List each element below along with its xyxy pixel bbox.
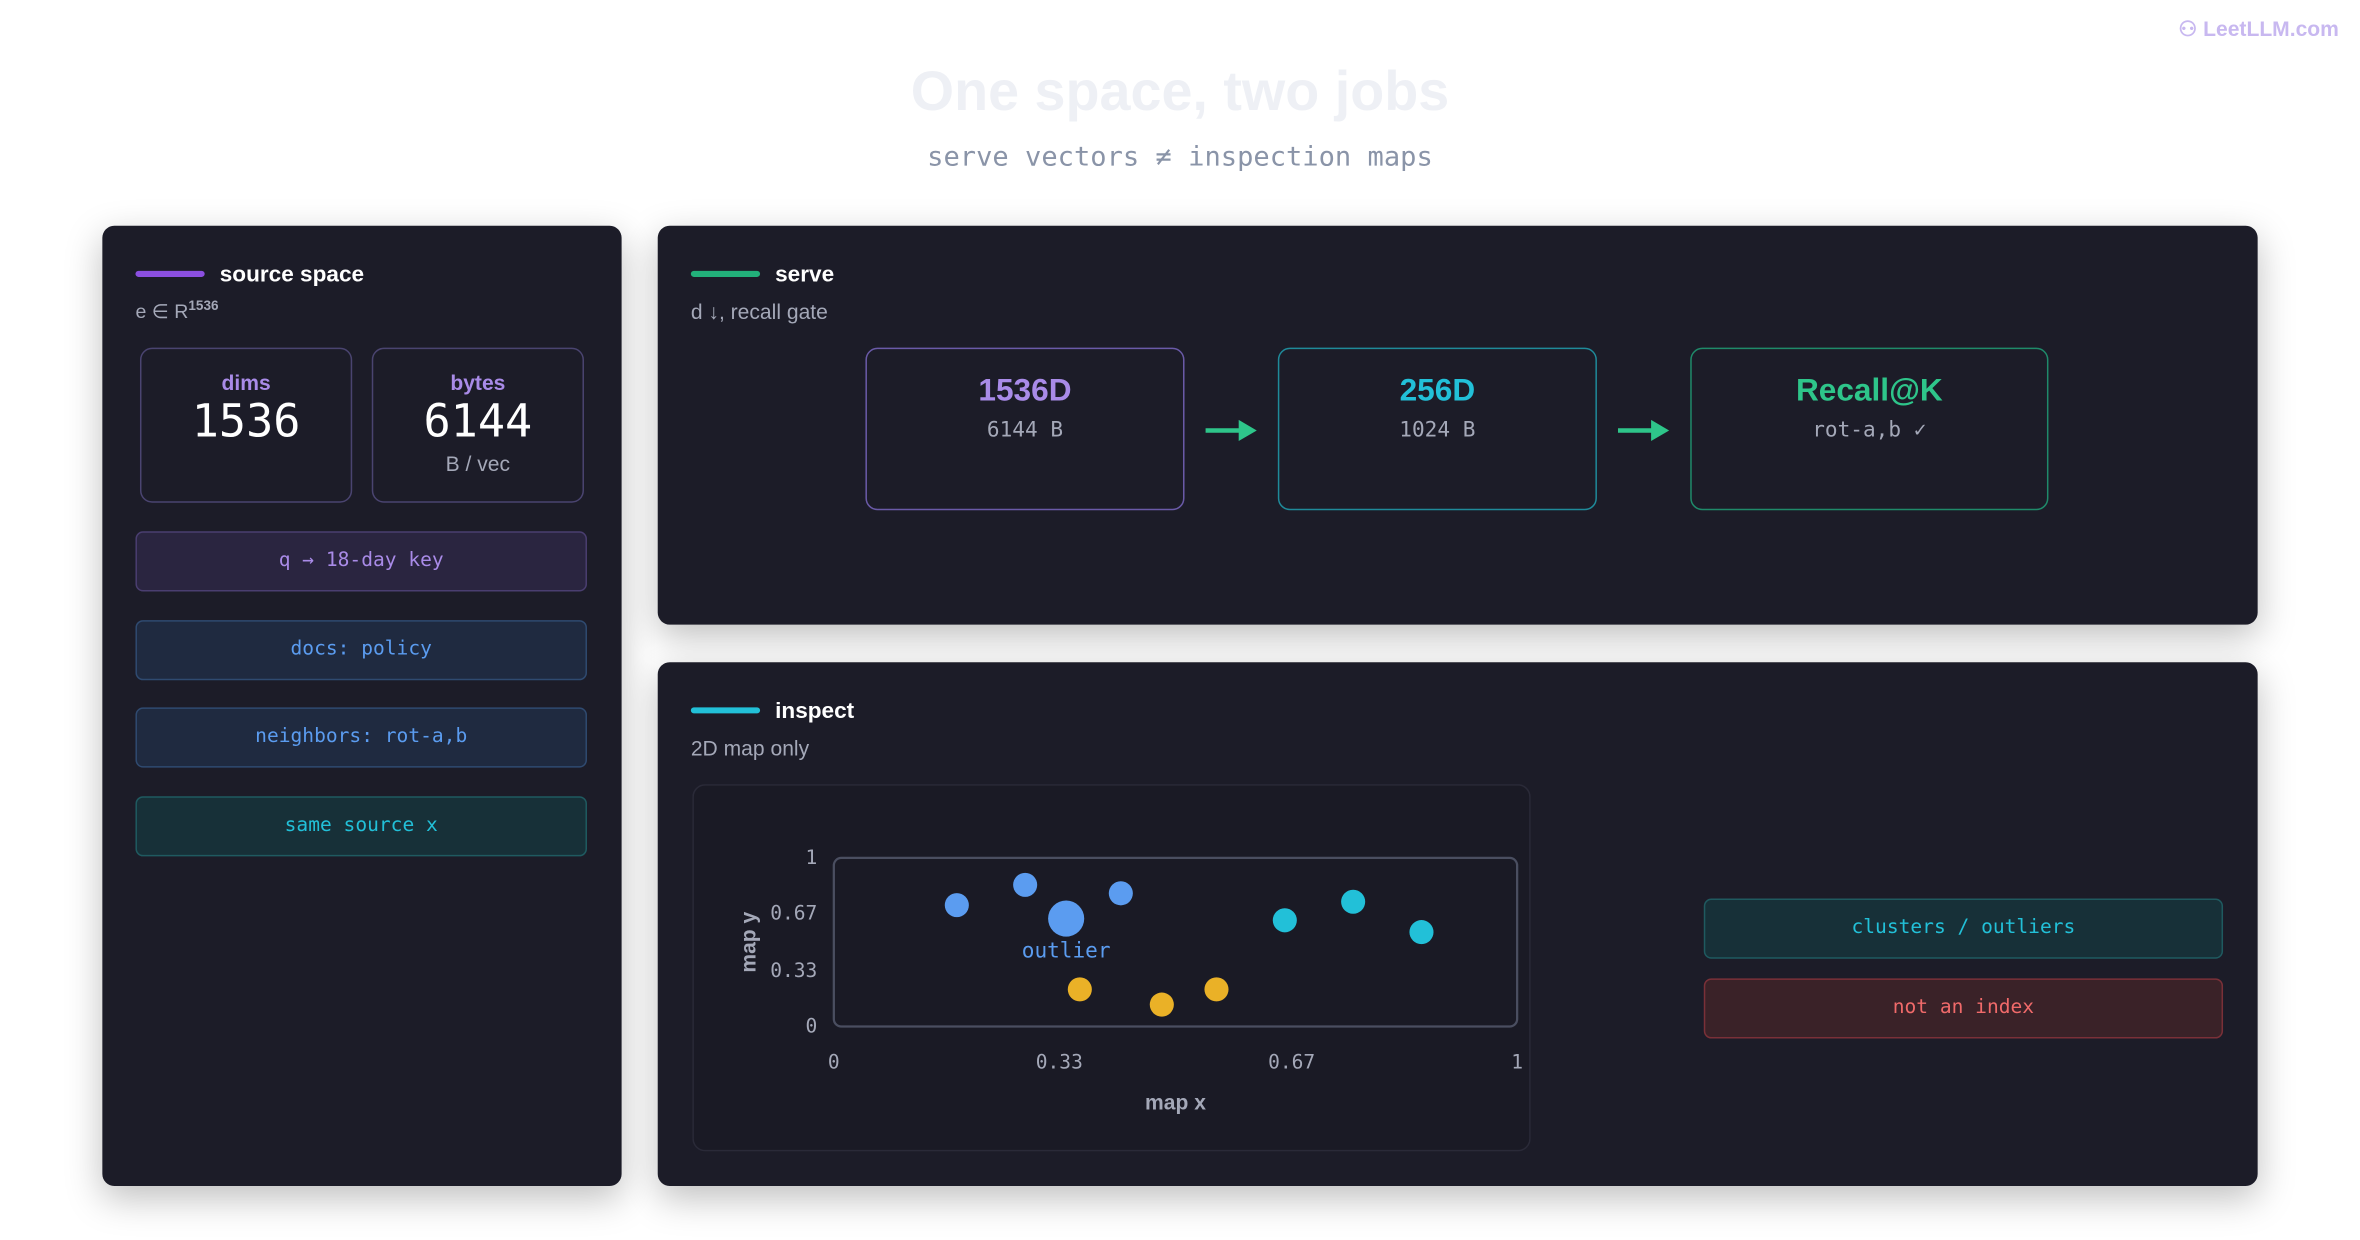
x-tick-label: 0	[828, 1051, 840, 1074]
formula-sup: 1536	[188, 298, 219, 314]
scatter-chart: map x map y 0 0.33 0.67 1 0 0.33 0.67 1 outlier	[692, 784, 1531, 1152]
tag: docs: policy	[135, 620, 587, 681]
point	[1013, 872, 1038, 897]
y-tick-label: 0	[805, 1014, 817, 1037]
brand: ⚇ LeetLLM.com	[2178, 16, 2339, 41]
tag: same source x	[135, 796, 587, 857]
x-tick-label: 0.33	[1036, 1051, 1083, 1074]
tag: not an index	[1703, 978, 2224, 1039]
stat-card: dims 1536	[139, 347, 353, 503]
box-title: Recall@K	[1795, 373, 1943, 408]
title: One space, two jobs	[910, 60, 1450, 122]
y-axis-label: map y	[738, 911, 761, 972]
plot-frame	[832, 856, 1519, 1028]
box-detail: 1024 B	[1399, 418, 1476, 443]
point	[1048, 900, 1085, 937]
brand-text: LeetLLM.com	[2203, 16, 2339, 41]
point	[1204, 977, 1229, 1002]
tag: clusters / outliers	[1703, 898, 2224, 959]
stat-unit: B / vec	[445, 451, 511, 476]
point	[1149, 992, 1174, 1017]
stage-box: Recall@K rot-a,b ✓	[1690, 347, 2049, 511]
point	[1067, 977, 1092, 1002]
stage-box: 1536D 6144 B	[865, 347, 1185, 511]
panel-subtitle: 2D map only	[690, 735, 810, 761]
panel-title: inspect	[775, 698, 855, 724]
inspect-panel: inspect 2D map only map x map y 0 0.33 0.6…	[657, 662, 2258, 1187]
arrow	[1617, 419, 1670, 441]
point	[1272, 908, 1297, 933]
box-detail: 6144 B	[986, 418, 1064, 443]
y-tick-label: 1	[805, 846, 817, 869]
panel-subtitle: d ↓, recall gate	[690, 299, 828, 324]
x-tick-label: 1	[1511, 1051, 1523, 1074]
accent-bar	[135, 270, 205, 277]
accent-bar	[690, 270, 761, 277]
point-label: outlier	[1022, 938, 1111, 963]
stat-value: 1536	[191, 395, 301, 449]
stage-box: 256D 1024 B	[1277, 347, 1597, 511]
stat-label: dims	[221, 370, 271, 395]
chart-card	[692, 784, 1531, 1152]
serve-panel: serve d ↓, recall gate 1536D 6144 B 256D…	[657, 225, 2258, 625]
x-axis-label: map x	[1145, 1091, 1206, 1114]
stat-label: bytes	[450, 370, 506, 395]
y-tick-label: 0.33	[770, 959, 817, 982]
arrow	[1205, 419, 1257, 441]
panel-title: source space	[219, 261, 365, 288]
tag: q → 18-day key	[135, 531, 587, 592]
y-tick-label: 0.67	[770, 902, 817, 925]
tag: neighbors: rot-a,b	[135, 707, 587, 768]
point	[1341, 889, 1366, 914]
formula-text: e ∈ R	[135, 300, 189, 323]
box-detail: rot-a,b ✓	[1812, 418, 1927, 443]
stat-value: 6144	[423, 395, 533, 449]
point	[944, 893, 969, 918]
panel-title: serve	[775, 261, 835, 288]
x-tick-label: 0.67	[1268, 1051, 1315, 1074]
point	[1108, 881, 1133, 906]
formula: e ∈ R1536	[135, 298, 218, 324]
stat-card: bytes 6144 B / vec	[371, 347, 584, 503]
accent-bar	[690, 707, 761, 714]
box-title: 256D	[1399, 373, 1476, 408]
box-title: 1536D	[978, 373, 1072, 408]
point	[1409, 920, 1434, 945]
source-panel: source space e ∈ R1536 dims 1536 bytes 6…	[102, 225, 622, 1187]
subtitle: serve vectors ≠ inspection maps	[927, 141, 1433, 174]
